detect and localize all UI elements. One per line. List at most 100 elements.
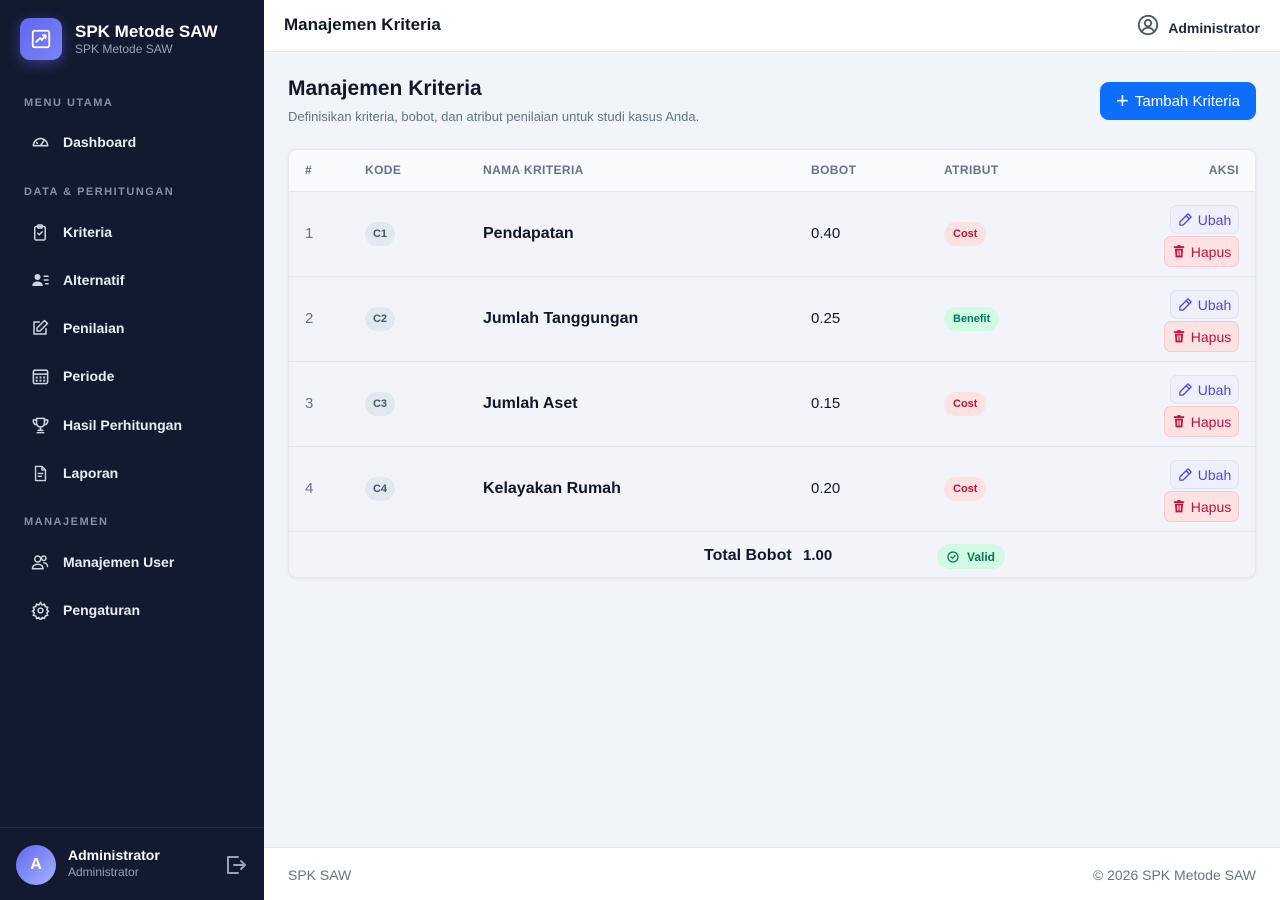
criteria-name: Jumlah Tanggungan bbox=[483, 310, 639, 327]
criteria-weight: 0.25 bbox=[811, 310, 841, 327]
sidebar-item-pengaturan[interactable]: Pengaturan bbox=[16, 590, 248, 630]
total-weight-value: 1.00 bbox=[803, 547, 833, 564]
avatar[interactable]: A bbox=[16, 845, 56, 885]
section-label-data: DATA & PERHITUNGAN bbox=[24, 186, 175, 198]
sidebar-item-hasil-perhitungan[interactable]: Hasil Perhitungan bbox=[16, 405, 248, 445]
section-label-menu-utama: MENU UTAMA bbox=[24, 97, 114, 109]
sidebar-item-kriteria[interactable]: Kriteria bbox=[16, 212, 248, 252]
page-title: Manajemen Kriteria bbox=[288, 77, 482, 100]
delete-button[interactable]: Hapus bbox=[1164, 236, 1239, 267]
edit-button[interactable]: Ubah bbox=[1170, 205, 1239, 234]
sidebar-item-label: Pengaturan bbox=[63, 602, 141, 618]
sidebar-item-penilaian[interactable]: Penilaian bbox=[16, 308, 248, 348]
criteria-code: C2 bbox=[365, 307, 395, 331]
delete-label: Hapus bbox=[1190, 243, 1232, 260]
table-footer: Total Bobot 1.00 Valid bbox=[289, 534, 1255, 577]
pencil-icon bbox=[1179, 468, 1192, 481]
column-header-number: # bbox=[305, 163, 313, 177]
sidebar-item-periode[interactable]: Periode bbox=[16, 356, 248, 396]
sidebar-item-label: Dashboard bbox=[63, 134, 137, 150]
user-circle-icon bbox=[1137, 14, 1159, 41]
trash-icon bbox=[1173, 330, 1185, 343]
criteria-weight: 0.40 bbox=[811, 225, 841, 242]
delete-label: Hapus bbox=[1190, 328, 1232, 345]
column-header-attribute: ATRIBUT bbox=[944, 163, 999, 177]
plus-icon: + bbox=[1116, 88, 1129, 113]
sidebar-user-panel: A Administrator Administrator bbox=[0, 827, 264, 900]
row-number: 2 bbox=[305, 310, 314, 327]
row-number: 3 bbox=[305, 395, 314, 412]
sidebar-item-label: Manajemen User bbox=[63, 554, 175, 570]
attribute-badge: Benefit bbox=[944, 307, 1000, 331]
footer-copyright: © 2026 SPK Metode SAW bbox=[1092, 867, 1256, 883]
table-row: 2 C2 Jumlah Tanggungan 0.25 Benefit Ubah… bbox=[289, 277, 1255, 362]
clipboard-check-icon bbox=[30, 222, 50, 242]
gear-icon bbox=[30, 600, 50, 620]
logout-icon[interactable] bbox=[224, 853, 248, 877]
delete-label: Hapus bbox=[1190, 413, 1232, 430]
section-label-manajemen: MANAJEMEN bbox=[24, 516, 109, 528]
sidebar-item-label: Penilaian bbox=[63, 320, 125, 336]
page-description: Definisikan kriteria, bobot, dan atribut… bbox=[288, 109, 700, 124]
chart-line-icon bbox=[20, 18, 62, 60]
page-footer: SPK SAW © 2026 SPK Metode SAW bbox=[264, 847, 1280, 900]
attribute-badge: Cost bbox=[944, 477, 987, 501]
criteria-name: Jumlah Aset bbox=[483, 395, 578, 412]
sidebar-item-label: Alternatif bbox=[63, 272, 125, 288]
delete-button[interactable]: Hapus bbox=[1164, 406, 1239, 437]
sidebar-item-label: Laporan bbox=[63, 465, 119, 481]
edit-label: Ubah bbox=[1197, 296, 1232, 313]
criteria-weight: 0.15 bbox=[811, 395, 841, 412]
user-menu[interactable]: Administrator bbox=[1137, 14, 1260, 41]
table-header: # KODE NAMA KRITERIA BOBOT ATRIBUT AKSI bbox=[289, 150, 1255, 192]
trash-icon bbox=[1173, 500, 1185, 513]
trophy-icon bbox=[30, 415, 50, 435]
footer-app-name: SPK SAW bbox=[288, 867, 352, 883]
criteria-weight: 0.20 bbox=[811, 480, 841, 497]
row-number: 1 bbox=[305, 225, 314, 242]
topbar-user-label: Administrator bbox=[1168, 19, 1260, 36]
delete-label: Hapus bbox=[1190, 498, 1232, 515]
sidebar-item-manajemen-user[interactable]: Manajemen User bbox=[16, 542, 248, 582]
trash-icon bbox=[1173, 245, 1185, 258]
edit-label: Ubah bbox=[1197, 381, 1232, 398]
criteria-code: C1 bbox=[365, 222, 395, 246]
check-circle-icon bbox=[947, 550, 959, 563]
edit-label: Ubah bbox=[1197, 211, 1232, 228]
delete-button[interactable]: Hapus bbox=[1164, 491, 1239, 522]
add-criteria-button[interactable]: + Tambah Kriteria bbox=[1100, 82, 1256, 120]
sidebar-item-alternatif[interactable]: Alternatif bbox=[16, 260, 248, 300]
edit-button[interactable]: Ubah bbox=[1170, 375, 1239, 404]
user-name: Administrator bbox=[68, 847, 160, 863]
table-row: 4 C4 Kelayakan Rumah 0.20 Cost Ubah Hapu… bbox=[289, 447, 1255, 532]
brand-title: SPK Metode SAW bbox=[75, 22, 218, 41]
row-number: 4 bbox=[305, 480, 314, 497]
trash-icon bbox=[1173, 415, 1185, 428]
sidebar-item-label: Kriteria bbox=[63, 224, 113, 240]
sidebar-item-dashboard[interactable]: Dashboard bbox=[16, 122, 248, 162]
brand-subtitle: SPK Metode SAW bbox=[75, 42, 173, 56]
attribute-badge: Cost bbox=[944, 222, 987, 246]
valid-badge: Valid bbox=[937, 544, 1006, 569]
attribute-badge: Cost bbox=[944, 392, 987, 416]
calendar-icon bbox=[30, 366, 50, 386]
total-weight-label: Total Bobot bbox=[704, 547, 792, 564]
document-icon bbox=[30, 463, 50, 483]
topbar: Manajemen Kriteria Administrator bbox=[264, 0, 1280, 52]
delete-button[interactable]: Hapus bbox=[1164, 321, 1239, 352]
brand[interactable]: SPK Metode SAW SPK Metode SAW bbox=[20, 18, 218, 60]
sidebar: SPK Metode SAW SPK Metode SAW MENU UTAMA… bbox=[0, 0, 264, 900]
column-header-code: KODE bbox=[365, 163, 402, 177]
topbar-title: Manajemen Kriteria bbox=[284, 15, 441, 34]
edit-button[interactable]: Ubah bbox=[1170, 290, 1239, 319]
edit-button[interactable]: Ubah bbox=[1170, 460, 1239, 489]
pencil-square-icon bbox=[30, 318, 50, 338]
users-icon bbox=[30, 552, 50, 572]
criteria-code: C3 bbox=[365, 392, 395, 416]
person-lines-icon bbox=[30, 270, 50, 290]
sidebar-item-laporan[interactable]: Laporan bbox=[16, 453, 248, 493]
column-header-weight: BOBOT bbox=[811, 163, 857, 177]
edit-label: Ubah bbox=[1197, 466, 1232, 483]
pencil-icon bbox=[1179, 213, 1192, 226]
sidebar-item-label: Periode bbox=[63, 368, 115, 384]
